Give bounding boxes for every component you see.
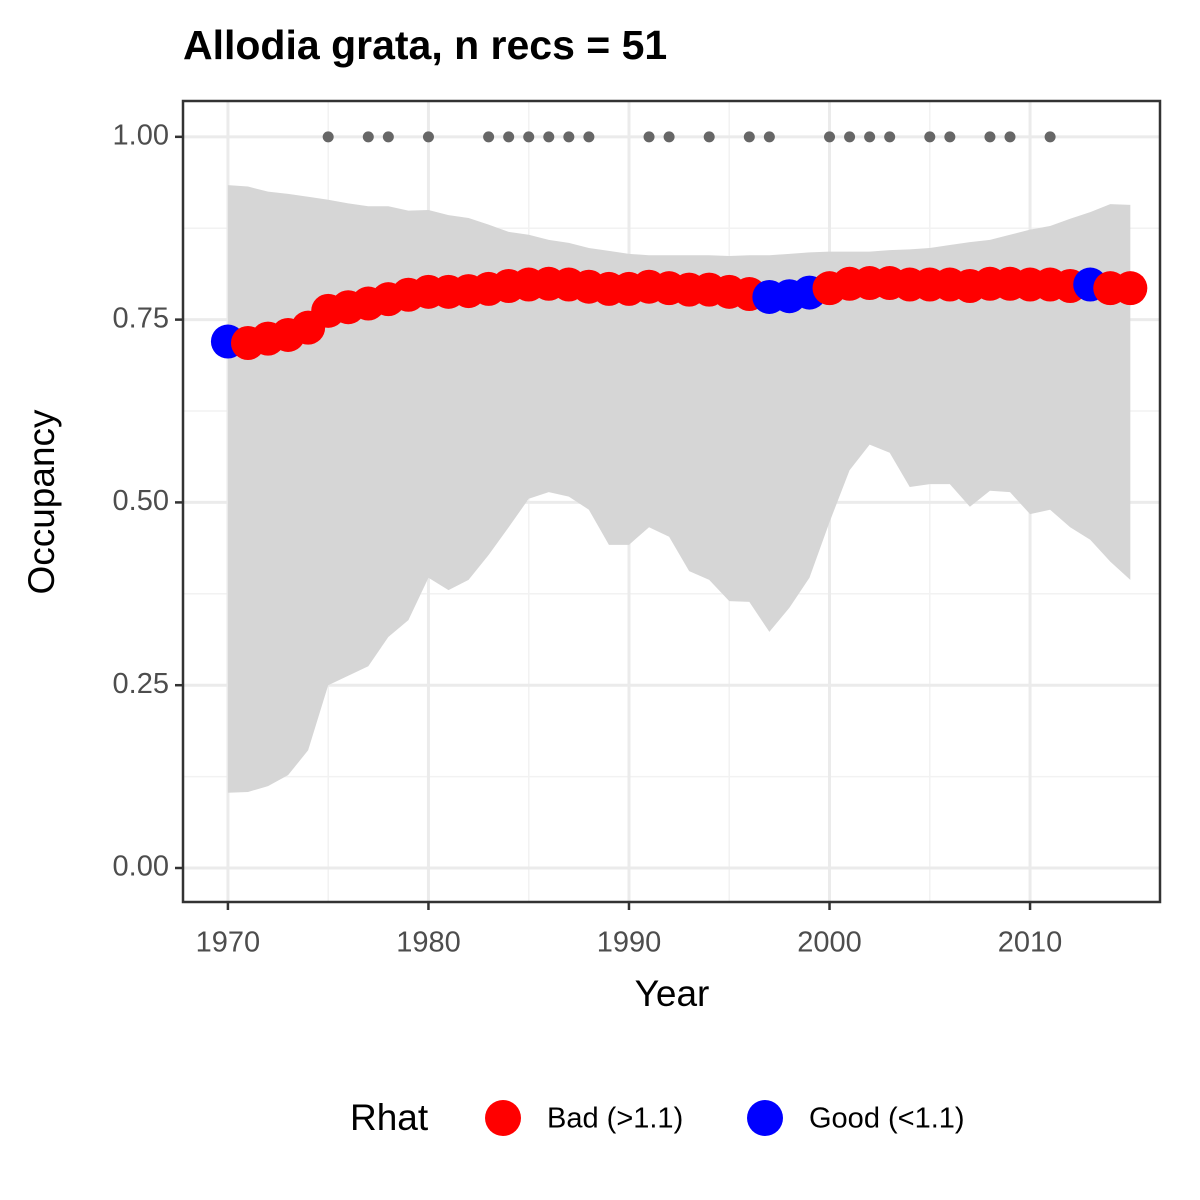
y-tick-label: 0.00 <box>113 851 169 883</box>
x-tick-label: 1970 <box>196 927 261 959</box>
y-axis-label: Occupancy <box>21 409 62 595</box>
record-dot <box>884 131 896 143</box>
record-dot <box>844 131 856 143</box>
record-dot <box>523 131 535 143</box>
record-dot <box>743 131 755 143</box>
record-dot <box>322 131 334 143</box>
record-dot <box>763 131 775 143</box>
record-dot <box>944 131 956 143</box>
x-tick-label: 2010 <box>998 927 1063 959</box>
x-tick-label: 1980 <box>396 927 461 959</box>
legend-key <box>485 1100 521 1136</box>
record-dot <box>362 131 374 143</box>
x-axis-label: Year <box>635 973 710 1014</box>
x-tick-label: 1990 <box>597 927 662 959</box>
record-dot <box>643 131 655 143</box>
record-dot <box>543 131 555 143</box>
record-dot <box>422 131 434 143</box>
y-tick-label: 1.00 <box>113 119 169 151</box>
record-dot <box>483 131 495 143</box>
record-dot <box>563 131 575 143</box>
record-dot <box>583 131 595 143</box>
record-dot <box>663 131 675 143</box>
legend-label: Good (<1.1) <box>809 1103 965 1135</box>
record-dot <box>984 131 996 143</box>
legend-title: Rhat <box>350 1097 429 1138</box>
panel <box>183 101 1160 902</box>
y-tick-label: 0.75 <box>113 302 169 334</box>
y-tick-label: 0.50 <box>113 485 169 517</box>
chart-title: Allodia grata, n recs = 51 <box>183 22 667 68</box>
legend-label: Bad (>1.1) <box>547 1103 683 1135</box>
record-dot <box>864 131 876 143</box>
credible-band <box>227 185 1131 793</box>
record-dot <box>824 131 836 143</box>
legend-key <box>747 1100 783 1136</box>
record-dot <box>382 131 394 143</box>
record-dot <box>1004 131 1016 143</box>
record-dot <box>924 131 936 143</box>
record-dot <box>1044 131 1056 143</box>
occupancy-point <box>1113 271 1148 306</box>
y-tick-label: 0.25 <box>113 668 169 700</box>
record-dot <box>503 131 515 143</box>
x-tick-label: 2000 <box>797 927 862 959</box>
record-dot <box>703 131 715 143</box>
